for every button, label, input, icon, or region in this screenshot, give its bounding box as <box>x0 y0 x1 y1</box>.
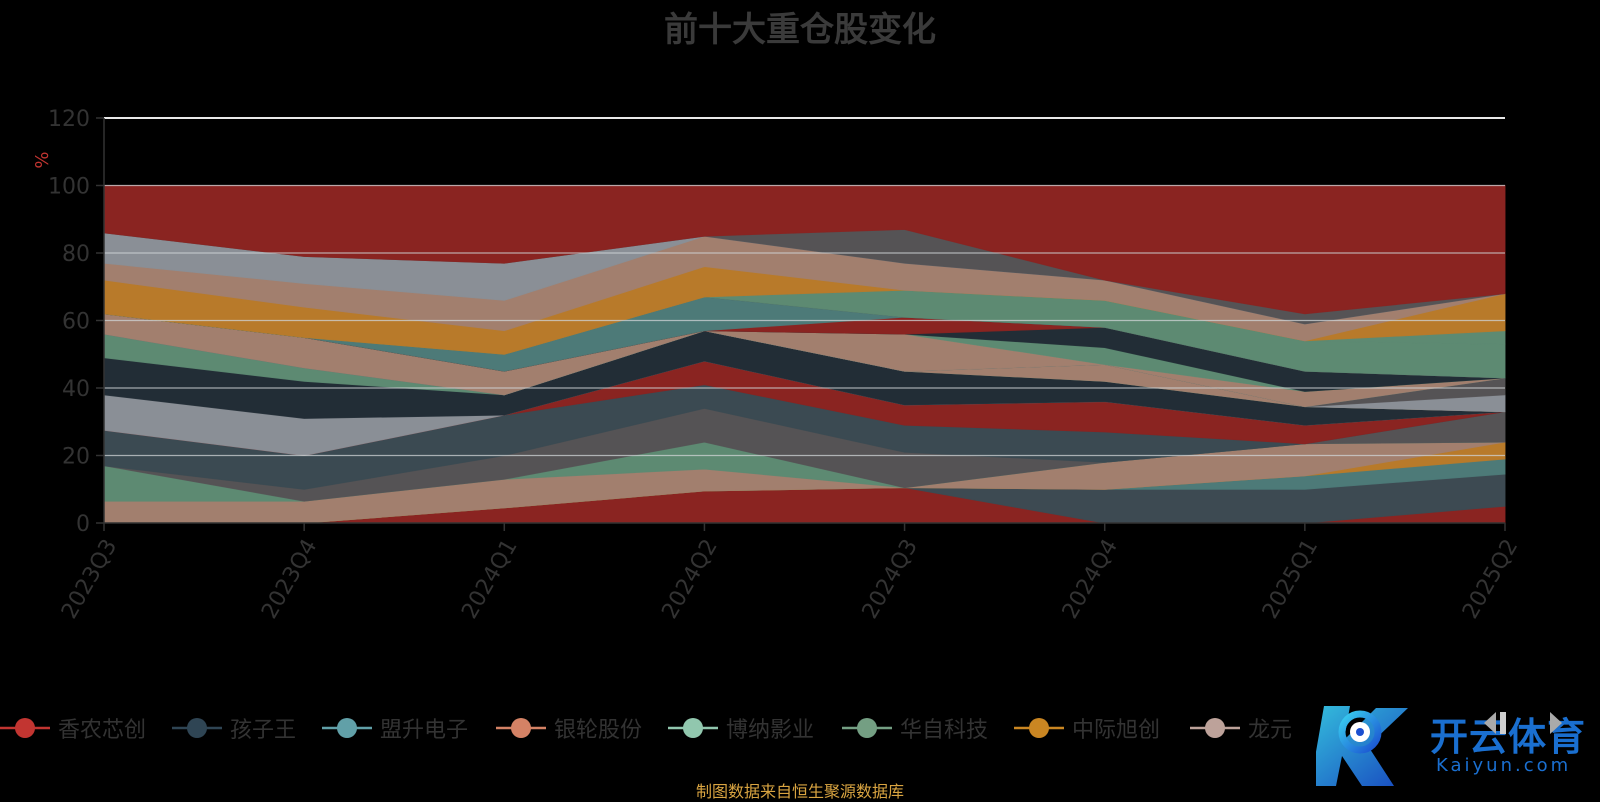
legend-item[interactable]: 博纳影业 <box>668 714 815 743</box>
y-tick-label: 80 <box>62 242 90 267</box>
chart-title: 前十大重仓股变化 <box>664 10 936 50</box>
y-axis-label: % <box>32 151 53 168</box>
legend-item[interactable]: 中际旭创 <box>1014 714 1161 743</box>
legend-item[interactable]: 孩子王 <box>172 714 297 743</box>
legend-next-icon[interactable] <box>1550 712 1562 734</box>
x-tick-label: 2024Q2 <box>657 535 722 623</box>
legend-item[interactable]: 龙元 <box>1190 714 1293 743</box>
watermark-logo <box>1316 706 1408 786</box>
legend-marker-icon <box>668 718 718 738</box>
watermark-text-en: Kaiyun.com <box>1436 755 1572 776</box>
legend-marker-icon <box>1190 718 1240 738</box>
legend-item[interactable]: 盟升电子 <box>322 714 469 743</box>
y-tick-label: 20 <box>62 445 90 470</box>
x-tick-label: 2024Q4 <box>1058 535 1123 623</box>
x-tick-label: 2025Q1 <box>1258 535 1323 623</box>
legend-prev-icon[interactable] <box>1484 712 1496 734</box>
legend-pager-divider-icon <box>1500 712 1506 734</box>
legend-label: 龙元 <box>1248 718 1293 743</box>
legend-marker-icon <box>496 718 546 738</box>
x-tick-label: 2024Q3 <box>858 535 923 623</box>
y-tick-label: 40 <box>62 377 90 402</box>
legend-label: 香农芯创 <box>58 718 147 743</box>
x-tick-label: 2025Q2 <box>1458 535 1523 623</box>
legend-marker-icon <box>842 718 892 738</box>
y-tick-label: 120 <box>48 107 90 132</box>
x-tick-label: 2024Q1 <box>457 535 522 623</box>
legend-marker-icon <box>172 718 222 738</box>
legend-marker-icon <box>322 718 372 738</box>
legend-pager <box>1484 712 1562 734</box>
gridline-layer <box>104 117 1505 457</box>
legend-item[interactable]: 香农芯创 <box>0 714 147 743</box>
legend-label: 银轮股份 <box>554 718 643 743</box>
legend-label: 博纳影业 <box>726 718 815 743</box>
legend-marker-icon <box>1014 718 1064 738</box>
legend-marker-icon <box>0 718 50 738</box>
legend-item[interactable]: 华自科技 <box>842 714 989 743</box>
y-tick-label: 0 <box>76 512 90 537</box>
legend-label: 中际旭创 <box>1072 718 1161 743</box>
area-layer <box>103 185 1506 524</box>
legend-label: 孩子王 <box>230 718 297 743</box>
legend-label: 华自科技 <box>900 718 989 743</box>
y-tick-label: 60 <box>62 310 90 335</box>
x-tick-label: 2023Q4 <box>257 535 322 623</box>
y-tick-label: 100 <box>48 175 90 200</box>
source-note: 制图数据来自恒生聚源数据库 <box>695 782 904 801</box>
legend-label: 盟升电子 <box>380 718 469 743</box>
legend-item[interactable]: 银轮股份 <box>496 714 643 743</box>
x-tick-label: 2023Q3 <box>57 535 122 623</box>
